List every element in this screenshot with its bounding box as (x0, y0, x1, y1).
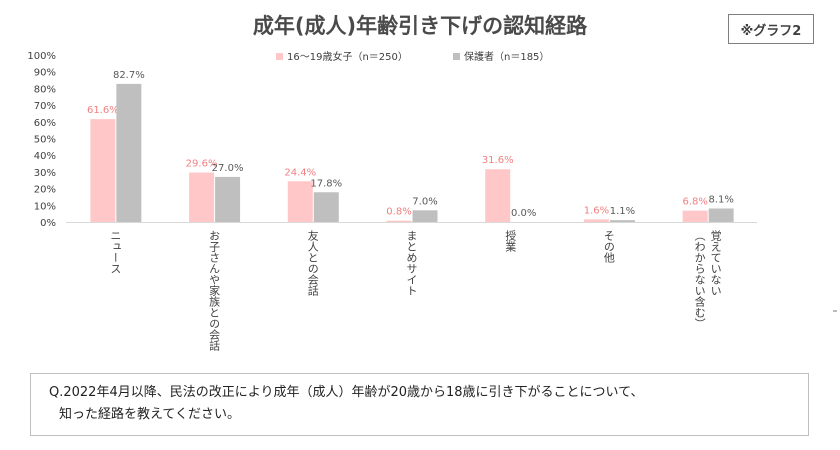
y-tick-label: 70% (34, 101, 56, 112)
bar-series2 (116, 83, 142, 223)
category-label: その他 (602, 230, 615, 263)
data-label-series2: 27.0% (212, 163, 244, 174)
data-label-series1: 24.4% (284, 167, 316, 178)
category-label: 覚えていない (709, 230, 722, 296)
data-label-series1: 6.8% (682, 197, 707, 208)
category-label: ニュース (109, 230, 122, 274)
category-label: 友人との会話 (306, 229, 319, 297)
bar-series2 (609, 220, 635, 222)
category-label: 授業 (504, 229, 517, 252)
bar-series2 (412, 210, 438, 222)
bar-series2 (215, 176, 241, 222)
y-tick-label: 60% (34, 118, 56, 129)
bar-series1 (386, 220, 412, 222)
data-label-series1: 31.6% (482, 155, 514, 166)
y-tick-label: 80% (34, 84, 56, 95)
y-tick-label: 90% (34, 68, 56, 79)
legend-label-1: 16～19歳女子（n＝250） (287, 50, 408, 63)
data-label-series2: 0.0% (511, 208, 536, 219)
legend-swatch-2 (453, 53, 460, 60)
data-label-series2: 1.1% (610, 206, 635, 217)
bar-series1 (287, 181, 313, 222)
bar-series1 (583, 219, 609, 222)
bar-series1 (90, 119, 116, 222)
data-label-series1: 29.6% (186, 159, 218, 170)
y-tick-label: 0% (40, 218, 56, 229)
chart-title: 成年(成人)年齢引き下げの認知経路 (252, 14, 588, 38)
data-label-series2: 8.1% (708, 194, 733, 205)
edge-mark (833, 310, 837, 312)
bar-chart: 0% 10% 20% 30% 40% 50% 60% 70% 80% 90% 100% 16～19歳女… (27, 50, 757, 352)
legend-label-2: 保護者（n＝185） (464, 50, 549, 63)
bar-series2 (313, 192, 339, 222)
question-line-1: Q.2022年4月以降、民法の改正により成年（成人）年齢が20歳から18歳に引き… (49, 385, 644, 400)
data-label-series2: 7.0% (412, 196, 437, 207)
y-tick-label: 40% (34, 151, 56, 162)
data-label-series1: 61.6% (87, 105, 119, 116)
question-line-2: 知った経路を教えてください。 (59, 407, 240, 422)
category-label: （わからない含む） (693, 230, 706, 329)
y-tick-label: 50% (34, 135, 56, 146)
question-box: Q.2022年4月以降、民法の改正により成年（成人）年齢が20歳から18歳に引き… (30, 373, 809, 436)
bar-series1 (189, 172, 215, 222)
y-tick-label: 10% (34, 201, 56, 212)
bar-series1 (682, 210, 708, 222)
data-label-series2: 17.8% (310, 178, 342, 189)
legend-swatch-1 (276, 53, 283, 60)
category-label: まとめサイト (405, 230, 418, 296)
y-tick-label: 100% (27, 51, 56, 62)
bar-series1 (485, 169, 511, 222)
category-label: お子さんや家族との会話 (208, 230, 221, 352)
y-tick-label: 30% (34, 168, 56, 179)
graph-number-badge: ※グラフ2 (728, 14, 814, 44)
bar-series2 (708, 208, 734, 222)
y-tick-label: 20% (34, 185, 56, 196)
data-label-series1: 1.6% (584, 205, 609, 216)
data-label-series2: 82.7% (113, 70, 145, 81)
data-label-series1: 0.8% (386, 207, 411, 218)
